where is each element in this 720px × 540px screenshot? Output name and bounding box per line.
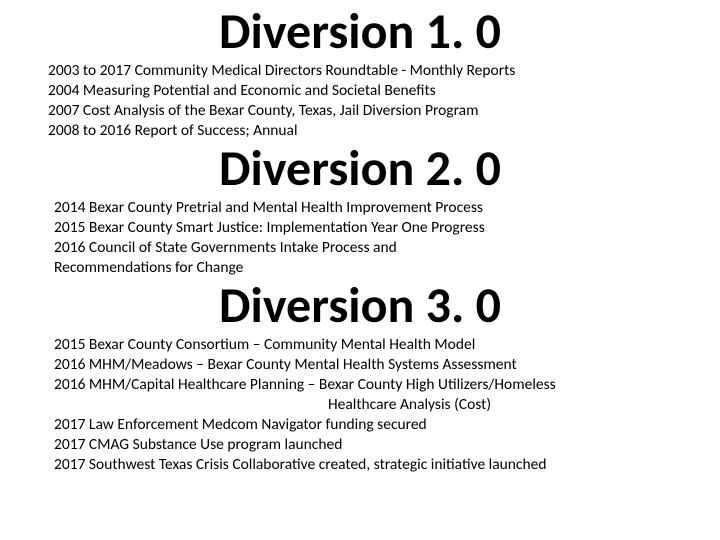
section-1-body: 2003 to 2017 Community Medical Directors… <box>40 61 680 142</box>
list-item: 2003 to 2017 Community Medical Directors… <box>48 61 680 81</box>
heading-diversion-1: Diversion 1. 0 <box>40 6 680 59</box>
list-item: 2015 Bexar County Consortium – Community… <box>48 335 680 355</box>
list-item: 2016 MHM/Capital Healthcare Planning – B… <box>48 375 680 395</box>
list-item: 2017 CMAG Substance Use program launched <box>48 435 680 455</box>
list-item: 2016 MHM/Meadows – Bexar County Mental H… <box>48 355 680 375</box>
list-item: 2017 Law Enforcement Medcom Navigator fu… <box>48 415 680 435</box>
list-item: 2007 Cost Analysis of the Bexar County, … <box>48 101 680 121</box>
list-item: 2016 Council of State Governments Intake… <box>48 238 680 258</box>
heading-diversion-3: Diversion 3. 0 <box>40 280 680 333</box>
list-item: 2014 Bexar County Pretrial and Mental He… <box>48 198 680 218</box>
list-item: 2004 Measuring Potential and Economic an… <box>48 81 680 101</box>
list-item: 2017 Southwest Texas Crisis Collaborativ… <box>48 455 680 475</box>
heading-diversion-2: Diversion 2. 0 <box>40 143 680 196</box>
section-3-body: 2015 Bexar County Consortium – Community… <box>40 335 680 476</box>
list-item-continuation: Healthcare Analysis (Cost) <box>48 395 680 415</box>
list-item: 2015 Bexar County Smart Justice: Impleme… <box>48 218 680 238</box>
section-2-body: 2014 Bexar County Pretrial and Mental He… <box>40 198 680 279</box>
